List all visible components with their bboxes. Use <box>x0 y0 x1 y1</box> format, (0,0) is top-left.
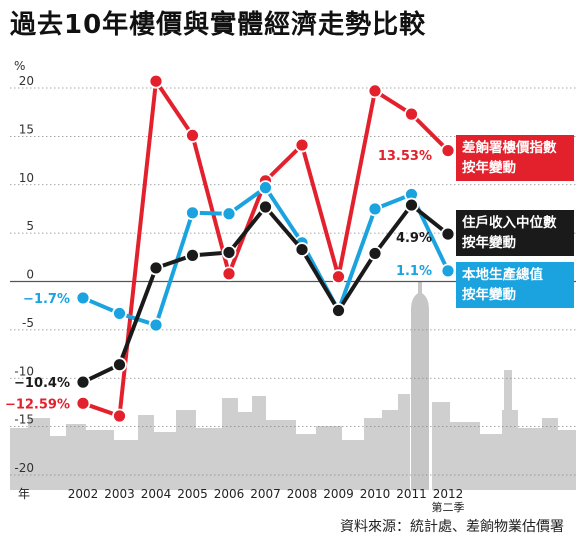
x-axis-label: 年 <box>18 487 30 501</box>
end-value-label-house-price: 13.53% <box>378 149 432 164</box>
data-point-gdp <box>148 317 164 333</box>
data-point-house-price <box>185 128 200 143</box>
legend-gdp-line2: 按年變動 <box>462 287 516 303</box>
y-tick-label: -15 <box>14 413 34 427</box>
x-tick-label: 2007 <box>250 487 281 501</box>
data-point-house-price <box>331 269 346 285</box>
data-point-gdp <box>75 290 91 306</box>
series-layer <box>75 73 456 424</box>
legend-house-price-line1: 差餉署樓價指數 <box>462 140 557 156</box>
data-point-house-price <box>75 395 91 411</box>
data-point-household-income <box>404 197 419 213</box>
x-tick-label: 2012 <box>433 487 464 501</box>
data-point-household-income <box>221 245 237 260</box>
data-point-household-income <box>367 246 383 261</box>
x-tick-label: 2009 <box>323 487 354 501</box>
series-line-house-price <box>81 79 450 418</box>
legend-household-income: 住戶收入中位數 按年變動 <box>456 210 574 256</box>
start-value-label-household-income: −10.4% <box>14 376 70 391</box>
y-tick-label: 0 <box>26 268 34 282</box>
x-sub-label: 第二季 <box>432 500 465 514</box>
y-tick-label: -10 <box>14 364 34 378</box>
end-value-label-household-income: 4.9% <box>396 231 432 246</box>
data-point-household-income <box>185 247 200 263</box>
data-labels: −12.59% −10.4% −1.7% 13.53% 4.9% 1.1% <box>5 149 432 412</box>
legend-gdp-line1: 本地生產總值 <box>462 267 543 283</box>
legend-household-income-line1: 住戶收入中位數 <box>462 215 557 231</box>
data-point-gdp <box>440 263 456 279</box>
city-skyline-decoration <box>10 282 576 490</box>
data-point-household-income <box>75 374 91 390</box>
chart-grid: 20 15 10 5 0 -5 -10 -15 -20% <box>10 59 576 476</box>
x-tick-label: 2008 <box>287 487 318 501</box>
legend-house-price: 差餉署樓價指數 按年變動 <box>456 135 574 181</box>
start-value-label-house-price: −12.59% <box>5 397 70 412</box>
data-point-gdp <box>112 306 127 321</box>
y-axis-label: % <box>14 59 25 73</box>
y-tick-label: 5 <box>26 219 34 233</box>
data-point-house-price <box>221 266 237 282</box>
legend-household-income-line2: 按年變動 <box>462 235 516 251</box>
data-point-household-income <box>331 303 346 318</box>
x-tick-label: 2002 <box>68 487 99 501</box>
data-point-household-income <box>294 242 310 257</box>
x-tick-label: 2010 <box>360 487 391 501</box>
y-tick-label: -20 <box>14 461 34 475</box>
start-value-label-gdp: −1.7% <box>23 292 70 307</box>
data-point-household-income <box>440 226 456 242</box>
legend-house-price-line2: 按年變動 <box>462 160 516 176</box>
data-point-house-price <box>404 106 419 122</box>
y-tick-label: 15 <box>19 122 34 136</box>
data-point-house-price <box>112 408 127 424</box>
data-point-house-price <box>440 143 456 158</box>
source-note: 資料來源：統計處、差餉物業估價署 <box>340 519 564 535</box>
end-value-label-gdp: 1.1% <box>396 264 432 279</box>
data-point-gdp <box>221 206 237 222</box>
x-tick-label: 2003 <box>104 487 135 501</box>
y-tick-label: 10 <box>19 171 34 185</box>
data-point-house-price <box>148 73 164 89</box>
chart-axes: 2002 2003 2004 2005 2006 2007 2008 2009 2010 2011… <box>18 487 465 514</box>
y-tick-label: -5 <box>22 316 34 330</box>
y-tick-label: 20 <box>19 74 34 88</box>
data-point-household-income <box>112 357 127 373</box>
chart-title: 過去10年樓價與實體經濟走勢比較 <box>10 10 427 40</box>
data-point-house-price <box>294 137 310 153</box>
legend-gdp: 本地生產總值 按年變動 <box>456 262 574 308</box>
data-point-household-income <box>148 260 164 276</box>
data-point-gdp <box>185 205 200 221</box>
data-point-household-income <box>258 199 273 215</box>
x-tick-label: 2004 <box>141 487 172 501</box>
x-tick-label: 2011 <box>396 487 427 501</box>
x-tick-label: 2006 <box>214 487 245 501</box>
data-point-gdp <box>367 201 383 217</box>
data-point-house-price <box>367 83 383 99</box>
data-point-gdp <box>258 180 273 196</box>
x-tick-label: 2005 <box>177 487 208 501</box>
